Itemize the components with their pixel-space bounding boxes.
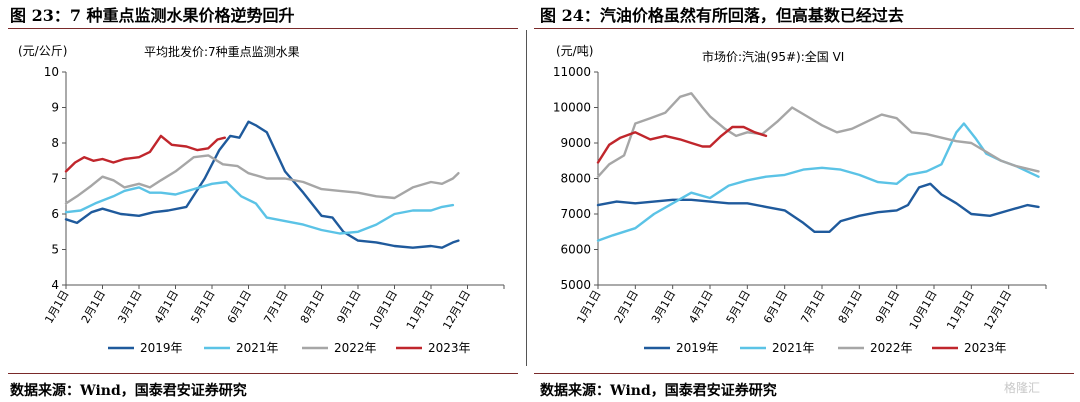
x-tick-label: 9月1日 [334, 288, 363, 326]
legend-label: 2019年 [140, 341, 183, 355]
x-tick-label: 8月1日 [836, 288, 865, 326]
panel-2-source: 数据来源：Wind，国泰君安证券研究 [540, 383, 777, 399]
y-axis-unit-label: (元/公斤) [18, 44, 67, 58]
x-tick-label: 3月1日 [115, 288, 144, 326]
legend-label: 2019年 [676, 341, 719, 355]
x-tick-label: 6月1日 [761, 288, 790, 326]
series-line-2019年 [64, 120, 460, 249]
panel-2-title: 图 24：汽油价格虽然有所回落，但高基数已经过去 [540, 6, 904, 25]
y-tick-label: 4 [51, 278, 59, 292]
panel-2-source-rule [534, 373, 1074, 374]
x-tick-label: 5月1日 [188, 288, 217, 326]
fruit-price-chart: 4 5 6 7 8 9 10 1月1日 2月1日 3月1日 4月1日 5月1日 6月1日 7月1日 8月1日… [18, 44, 505, 355]
x-tick-label: 9月1日 [873, 288, 902, 326]
y-tick-label: 8 [51, 136, 59, 150]
x-tick-label: 2月1日 [612, 288, 641, 326]
gasoline-price-chart: 5000 6000 7000 8000 9000 10000 11000 1月1日 2月1日 3月… [553, 44, 1047, 355]
y-tick-label: 5 [51, 243, 59, 257]
y-tick-label: 6 [51, 207, 59, 221]
y-tick-label: 10000 [553, 101, 591, 115]
x-tick-label: 4月1日 [152, 288, 181, 326]
x-tick-label: 6月1日 [225, 288, 254, 326]
y-tick-label: 9 [51, 101, 59, 115]
x-tick-label: 1月1日 [574, 288, 603, 326]
y-tick-label: 9000 [560, 136, 591, 150]
y-tick-label: 11000 [553, 65, 591, 79]
x-tick-label: 7月1日 [261, 288, 290, 326]
panel-divider [526, 30, 527, 366]
y-axis-unit-label: (元/吨) [556, 44, 593, 58]
series-line-2023年 [64, 134, 226, 173]
panel-1-source-rule [8, 373, 518, 374]
series-line-2021年 [64, 180, 455, 235]
legend-label: 2022年 [334, 341, 377, 355]
legend-label: 2021年 [772, 341, 815, 355]
y-tick-label: 5000 [560, 278, 591, 292]
x-tick-label: 7月1日 [798, 288, 827, 326]
series-line-2019年 [596, 182, 1040, 233]
legend-label: 2023年 [428, 341, 471, 355]
watermark-logo: 格隆汇 [1004, 381, 1041, 395]
chart-title: 市场价:汽油(95#):全国 VI [702, 49, 844, 64]
panel-1-title-rule [8, 28, 518, 29]
series-line-2022年 [596, 92, 1040, 178]
y-tick-label: 6000 [560, 243, 591, 257]
y-tick-label: 7000 [560, 207, 591, 221]
series-line-2023年 [596, 125, 768, 164]
legend-label: 2022年 [870, 341, 913, 355]
panel-1-source: 数据来源：Wind，国泰君安证券研究 [10, 383, 247, 399]
x-tick-label: 11月1日 [944, 288, 977, 332]
chart-title: 平均批发价:7种重点监测水果 [144, 44, 300, 59]
panel-2-title-rule [534, 28, 1074, 29]
x-tick-label: 1月1日 [42, 288, 71, 326]
x-tick-label: 2月1日 [79, 288, 108, 326]
series-line-2022年 [64, 154, 460, 205]
legend-label: 2021年 [236, 341, 279, 355]
y-tick-label: 10 [44, 65, 59, 79]
x-tick-label: 10月1日 [907, 288, 940, 332]
x-tick-label: 3月1日 [649, 288, 678, 326]
x-tick-label: 8月1日 [298, 288, 327, 326]
panel-1-title: 图 23：7 种重点监测水果价格逆势回升 [10, 6, 295, 25]
legend-label: 2023年 [964, 341, 1007, 355]
x-tick-label: 11月1日 [404, 288, 437, 332]
x-tick-label: 12月1日 [440, 288, 473, 332]
x-tick-label: 10月1日 [367, 288, 400, 332]
x-tick-label: 4月1日 [686, 288, 715, 326]
y-tick-label: 7 [51, 172, 59, 186]
x-tick-label: 12月1日 [982, 288, 1015, 332]
series-line-2021年 [596, 122, 1040, 242]
x-tick-label: 5月1日 [724, 288, 753, 326]
y-tick-label: 8000 [560, 172, 591, 186]
